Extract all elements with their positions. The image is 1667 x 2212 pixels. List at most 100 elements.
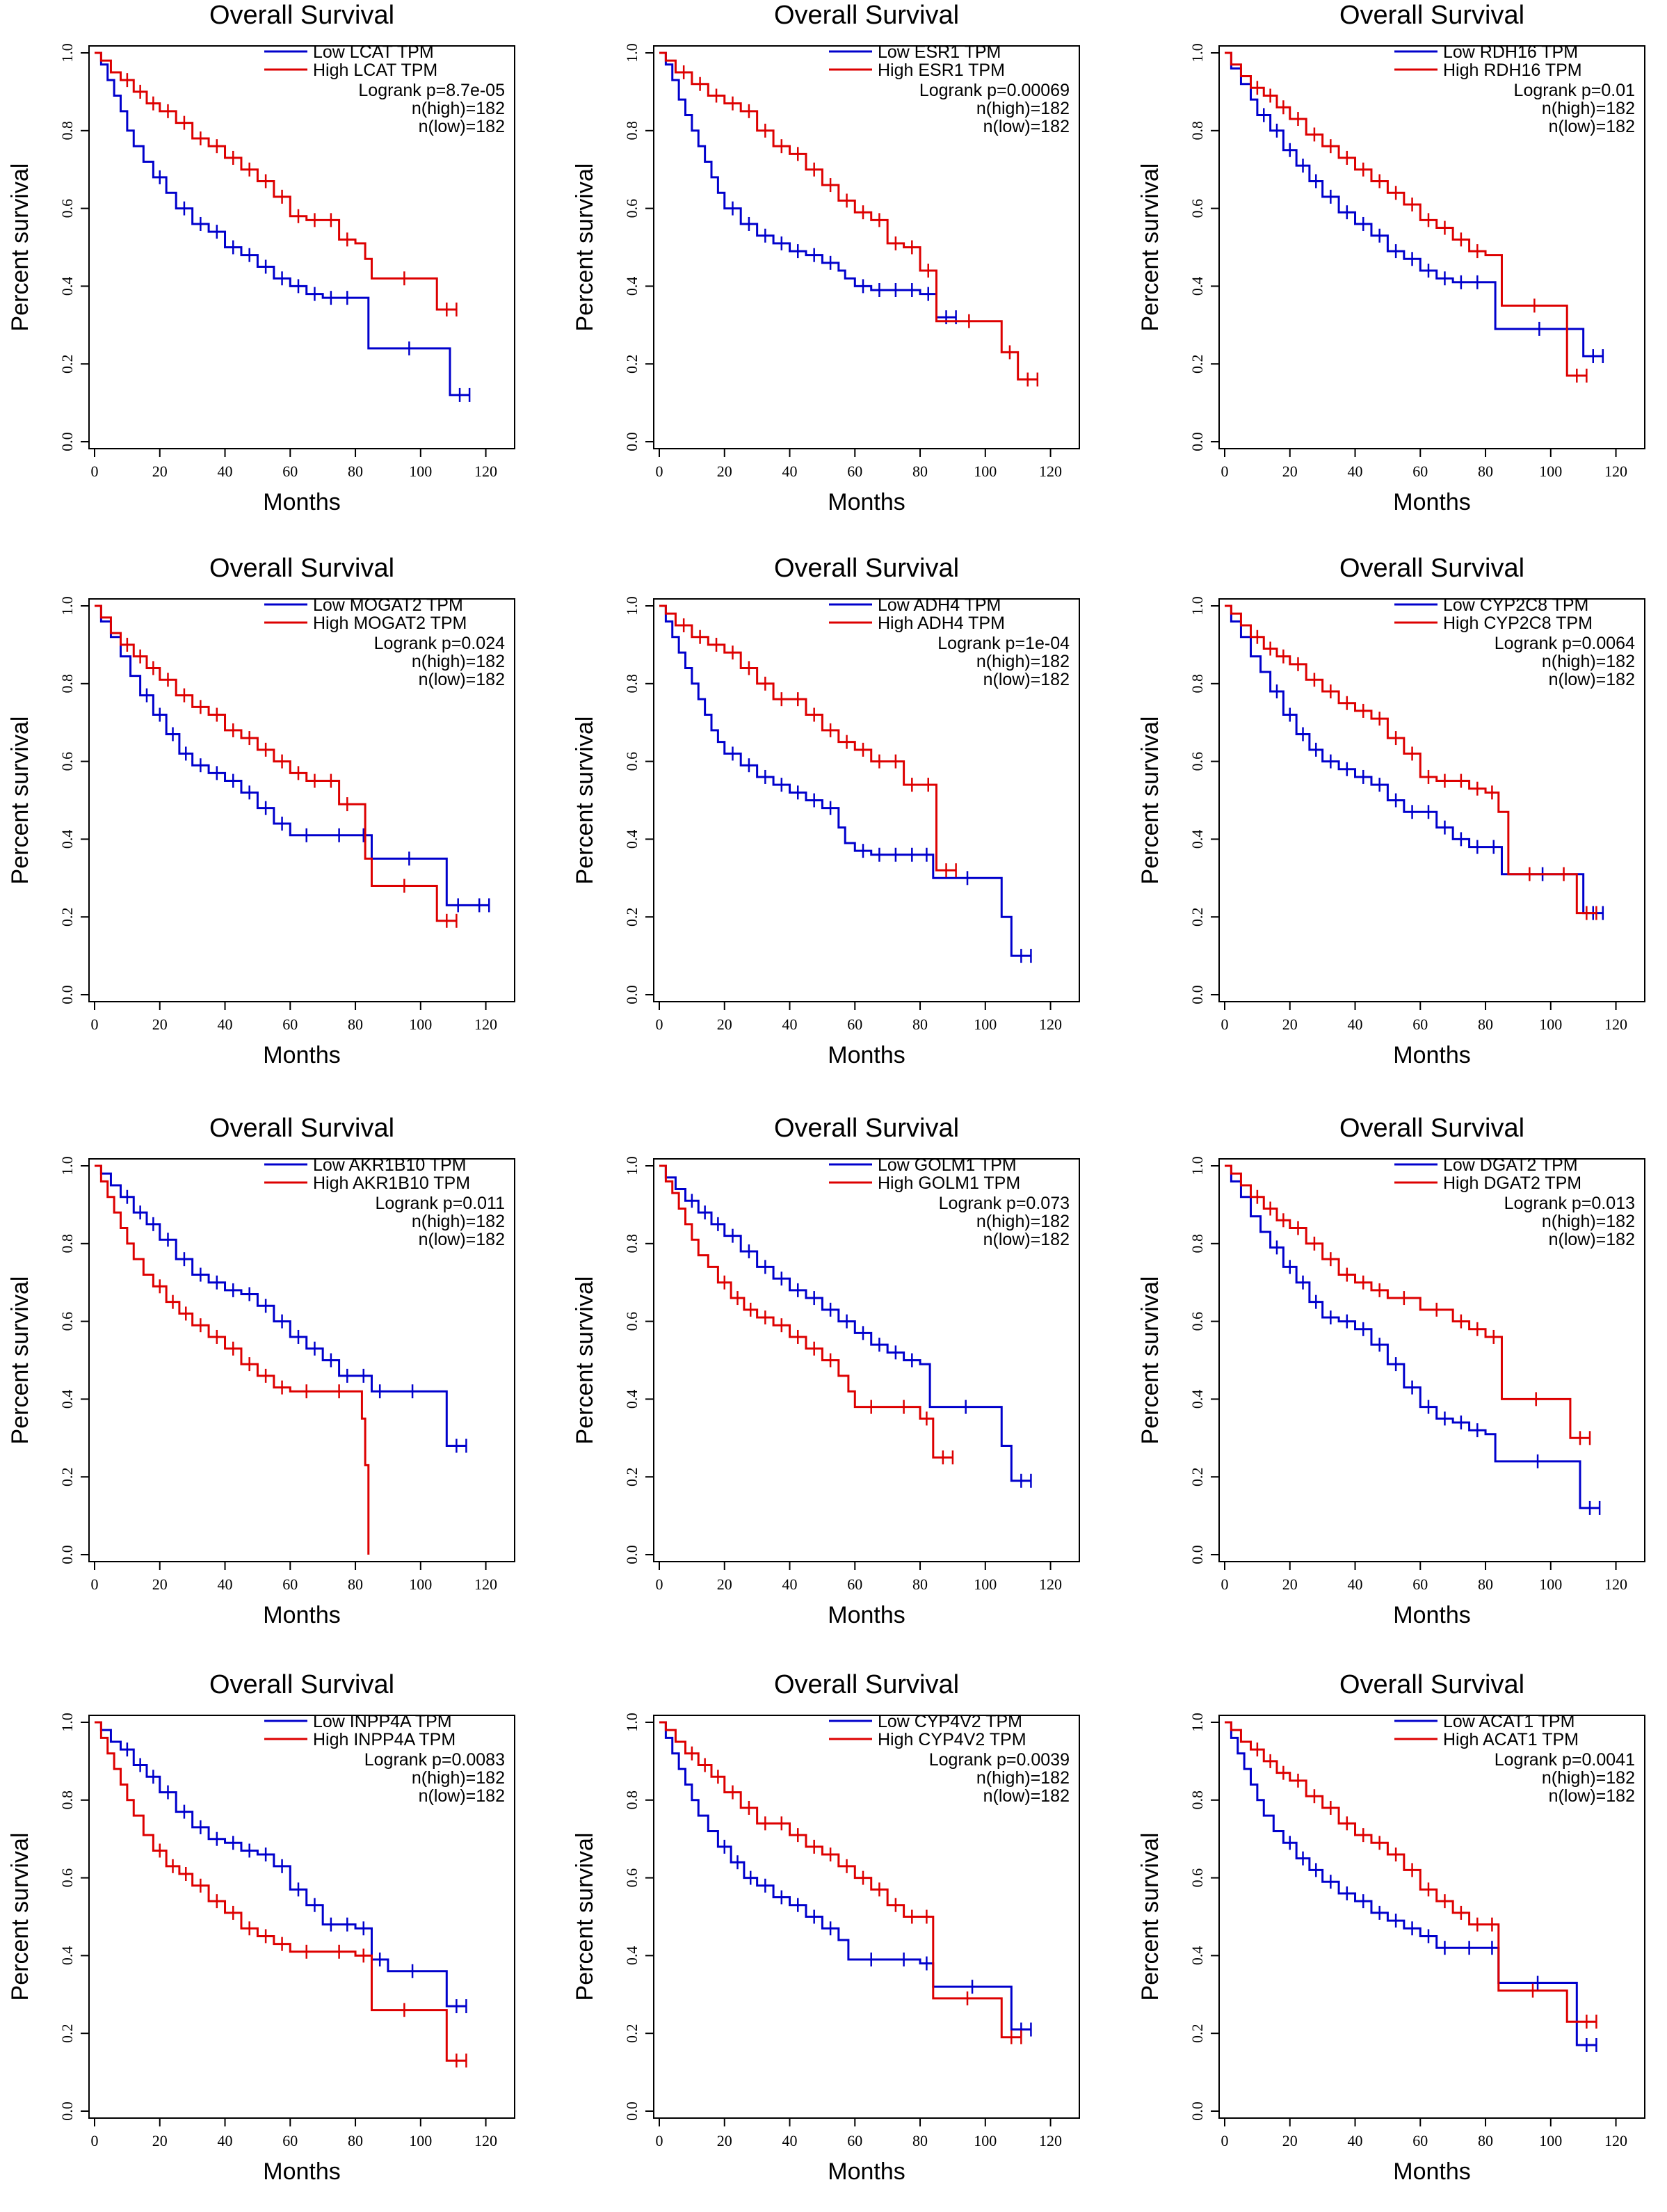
y-tick-label: 0.0 xyxy=(623,432,641,451)
km-plot-svg: Overall Survival 0 20 40 60 80 100 120 0.0 0.2 0.4… xyxy=(572,1,1080,515)
y-tick-label: 0.0 xyxy=(1189,985,1206,1004)
legend-stat-n-low: n(low)=182 xyxy=(1549,670,1635,689)
x-tick-label: 100 xyxy=(409,463,432,480)
y-tick-label: 0.8 xyxy=(58,121,76,141)
legend-entry: High ESR1 TPM xyxy=(878,61,1005,80)
x-tick-label: 60 xyxy=(847,1016,862,1033)
legend-stat-n-high: n(high)=182 xyxy=(412,1768,505,1788)
legend-entry: Low CYP2C8 TPM xyxy=(1443,595,1588,615)
censor-marks-low xyxy=(1263,108,1604,364)
x-tick-label: 0 xyxy=(656,2132,663,2149)
chart-title: Overall Survival xyxy=(1339,1114,1524,1143)
x-tick-label: 80 xyxy=(912,2132,928,2149)
legend-entry: High ACAT1 TPM xyxy=(1443,1730,1579,1749)
censor-marks-low xyxy=(159,170,471,402)
plot-frame xyxy=(1218,45,1645,449)
y-tick-label: 0.4 xyxy=(58,1390,76,1409)
survival-curve-low xyxy=(95,604,490,906)
y-axis-label: Percent survival xyxy=(572,716,598,885)
y-tick-label: 0.4 xyxy=(623,1390,641,1409)
legend-entry: High CYP2C8 TPM xyxy=(1443,614,1593,633)
plot-frame xyxy=(1218,598,1645,1002)
y-tick-label: 0.6 xyxy=(58,1868,76,1888)
y-tick-label: 0.0 xyxy=(58,432,76,451)
y-axis-label: Percent survival xyxy=(7,1833,33,2001)
chart-title: Overall Survival xyxy=(1339,1,1524,30)
legend-stat-n-low: n(low)=182 xyxy=(1549,1786,1635,1806)
censor-marks-high xyxy=(1256,1742,1597,2029)
x-tick-label: 20 xyxy=(152,2132,168,2149)
x-tick-label: 0 xyxy=(656,1016,663,1033)
y-axis-label: Percent survival xyxy=(7,1276,33,1445)
survival-curve-low xyxy=(659,1164,1031,1482)
y-tick-label: 0.2 xyxy=(58,2023,76,2043)
x-tick-label: 60 xyxy=(1412,1576,1428,1593)
plot-frame xyxy=(653,598,1080,1002)
y-axis-label: Percent survival xyxy=(1137,1833,1163,2001)
censor-marks-low xyxy=(126,1742,467,2014)
x-tick-label: 20 xyxy=(1282,1016,1298,1033)
chart-title: Overall Survival xyxy=(774,554,959,583)
chart-title: Overall Survival xyxy=(774,1114,959,1143)
legend-entry: High CYP4V2 TPM xyxy=(878,1730,1026,1749)
censor-marks-high xyxy=(691,1746,1022,2044)
y-tick-label: 0.2 xyxy=(58,907,76,927)
survival-curve-low xyxy=(95,51,470,396)
y-tick-label: 0.0 xyxy=(58,2101,76,2121)
x-axis-label: Months xyxy=(263,2158,341,2185)
y-tick-label: 1.0 xyxy=(623,596,641,616)
x-tick-label: 100 xyxy=(409,2132,432,2149)
legend-entry: Low AKR1B10 TPM xyxy=(313,1155,466,1175)
x-tick-label: 20 xyxy=(717,1576,732,1593)
x-tick-label: 0 xyxy=(1221,1016,1229,1033)
y-tick-label: 0.0 xyxy=(623,2101,641,2121)
x-tick-label: 0 xyxy=(91,463,99,480)
survival-panel: Overall Survival 0 20 40 60 80 100 120 0.0 0.2 0.4… xyxy=(565,0,1100,543)
x-tick-label: 100 xyxy=(1539,1016,1562,1033)
plot-frame xyxy=(88,598,515,1002)
plot-frame xyxy=(88,45,515,449)
x-tick-label: 20 xyxy=(152,1016,168,1033)
y-tick-label: 0.8 xyxy=(623,121,641,141)
x-tick-label: 120 xyxy=(1039,2132,1062,2149)
x-tick-label: 40 xyxy=(1348,1016,1363,1033)
censor-marks-low xyxy=(723,1839,1032,2037)
legend-stat-n-low: n(low)=182 xyxy=(983,1786,1070,1806)
x-tick-label: 80 xyxy=(1478,2132,1493,2149)
x-tick-label: 40 xyxy=(1348,2132,1363,2149)
y-tick-label: 0.6 xyxy=(1189,752,1206,771)
y-tick-label: 0.6 xyxy=(623,199,641,218)
y-tick-label: 1.0 xyxy=(58,1713,76,1732)
survival-panel: Overall Survival 0 20 40 60 80 100 120 0.0 0.2 0.4… xyxy=(1130,1113,1666,1656)
x-tick-label: 0 xyxy=(91,2132,99,2149)
x-tick-label: 40 xyxy=(782,1576,798,1593)
y-tick-label: 0.2 xyxy=(58,354,76,374)
legend-stat-n-low: n(low)=182 xyxy=(983,1230,1070,1249)
censor-marks-low xyxy=(1289,1836,1597,2052)
censor-marks-low xyxy=(691,1194,1032,1488)
x-axis-label: Months xyxy=(1393,2158,1471,2185)
y-tick-label: 0.8 xyxy=(623,1790,641,1810)
plot-frame xyxy=(653,1715,1080,2119)
legend-stat-logrank: Logrank p=0.0064 xyxy=(1495,634,1635,653)
legend-entry: Low ADH4 TPM xyxy=(878,595,1001,615)
y-tick-label: 1.0 xyxy=(1189,596,1206,616)
km-plot-svg: Overall Survival 0 20 40 60 80 100 120 0.0 0.2 0.4… xyxy=(7,554,515,1068)
survival-panel: Overall Survival 0 20 40 60 80 100 120 0.0 0.2 0.4… xyxy=(0,1669,535,2212)
legend-stat-logrank: Logrank p=0.073 xyxy=(939,1194,1070,1213)
legend-stat-logrank: Logrank p=0.01 xyxy=(1514,81,1635,100)
legend-stat-n-high: n(high)=182 xyxy=(976,1212,1070,1231)
x-axis-label: Months xyxy=(1393,489,1471,515)
x-tick-label: 40 xyxy=(218,463,233,480)
chart-title: Overall Survival xyxy=(209,1670,394,1699)
censor-marks-high xyxy=(1256,630,1597,920)
km-plot-svg: Overall Survival 0 20 40 60 80 100 120 0.0 0.2 0.4… xyxy=(572,1670,1080,2185)
x-tick-label: 80 xyxy=(1478,1576,1493,1593)
x-tick-label: 20 xyxy=(152,463,168,480)
y-tick-label: 0.6 xyxy=(58,199,76,218)
x-tick-label: 80 xyxy=(912,463,928,480)
y-tick-label: 0.6 xyxy=(623,1868,641,1888)
km-plot-svg: Overall Survival 0 20 40 60 80 100 120 0.0 0.2 0.4… xyxy=(7,1,515,515)
y-tick-label: 1.0 xyxy=(58,1156,76,1176)
legend-stat-n-high: n(high)=182 xyxy=(412,99,505,118)
